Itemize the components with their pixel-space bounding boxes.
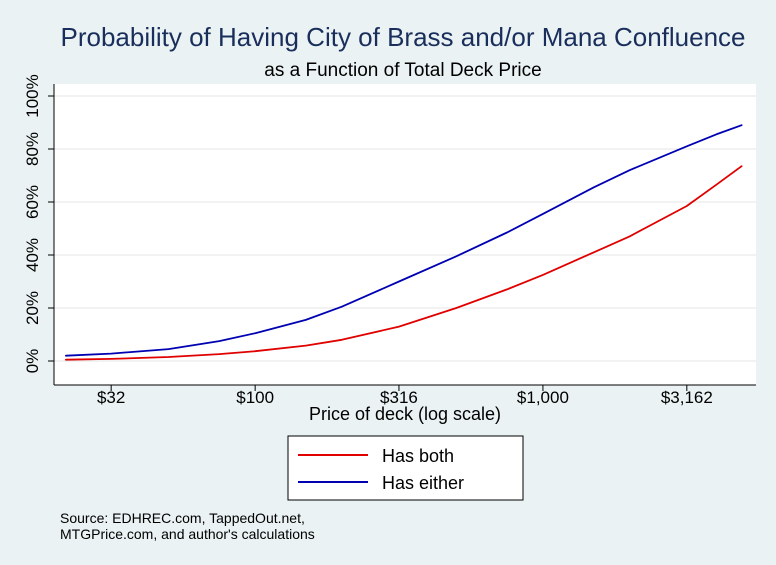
x-tick-label: $100 bbox=[236, 388, 274, 407]
x-tick-label: $3,162 bbox=[661, 388, 713, 407]
legend-label-has-either: Has either bbox=[382, 473, 464, 493]
x-axis-label: Price of deck (log scale) bbox=[309, 404, 501, 424]
y-tick-label: 40% bbox=[23, 238, 42, 272]
grid-layer bbox=[54, 95, 756, 362]
chart-subtitle: as a Function of Total Deck Price bbox=[264, 60, 541, 81]
series-line-has-either bbox=[65, 124, 743, 357]
x-tick-label: $1,000 bbox=[517, 388, 569, 407]
plot-area bbox=[54, 84, 756, 385]
legend-label-has-both: Has both bbox=[382, 446, 454, 466]
axis-layer: 0% 20% 40% 60% 80% 100% $32 $100 $316 $1,000 $3,16… bbox=[23, 74, 756, 407]
x-tick-label: $32 bbox=[97, 388, 125, 407]
x-tick-label: $316 bbox=[380, 388, 418, 407]
series-layer bbox=[65, 124, 743, 361]
y-tick-label: 60% bbox=[23, 185, 42, 219]
legend: Has both Has either bbox=[287, 435, 524, 501]
source-note-line-2: MTGPrice.com, and author's calculations bbox=[60, 526, 315, 542]
y-tick-label: 0% bbox=[23, 349, 42, 374]
y-tick-label: 100% bbox=[23, 74, 42, 117]
y-tick-label: 80% bbox=[23, 132, 42, 166]
y-tick-label: 20% bbox=[23, 291, 42, 325]
legend-box bbox=[287, 435, 524, 501]
source-note-line-1: Source: EDHREC.com, TappedOut.net, bbox=[60, 510, 305, 526]
series-line-has-both bbox=[65, 165, 743, 361]
chart-title: Probability of Having City of Brass and/… bbox=[60, 22, 745, 52]
